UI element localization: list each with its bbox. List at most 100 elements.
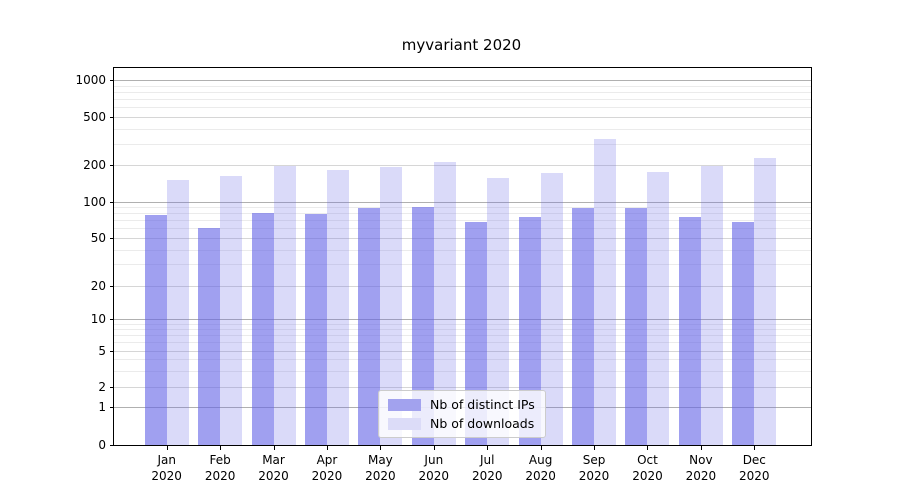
y-tick-mark [110,444,114,446]
y-tick-label: 1 [98,400,106,414]
gridline [114,117,811,118]
y-tick-mark [110,350,114,352]
x-tick-label: Jan 2020 [151,453,182,483]
x-tick-mark [273,446,275,450]
y-tick-mark [110,165,114,167]
x-tick-mark [487,446,489,450]
y-tick-mark [110,386,114,388]
x-tick-label: Jul 2020 [471,453,503,483]
x-tick-mark [433,446,435,450]
bar-distinct-ips [251,213,274,445]
major-gridline [114,80,811,81]
minor-gridline [114,228,811,230]
bar-distinct-ips [411,207,434,445]
y-tick-mark [110,117,114,118]
y-tick-label: 1000 [75,73,106,87]
gridline [114,165,811,167]
minor-gridline [114,128,811,130]
y-tick-label: 0 [98,437,106,452]
major-gridline [114,201,811,203]
bar-downloads [754,157,777,445]
bar-downloads [594,138,617,445]
gridline [114,285,811,287]
bar-downloads [380,166,403,445]
minor-gridline [114,342,811,344]
x-tick-label: Feb 2020 [204,453,236,483]
bar-downloads [540,172,563,445]
x-tick-mark [594,446,596,450]
chart-title: myvariant 2020 [401,36,522,54]
minor-gridline [114,359,811,361]
legend-item: Nb of distinct IPs [388,397,535,412]
x-tick-mark [540,446,542,450]
x-tick-label: Jun 2020 [418,453,450,483]
x-tick-mark [166,446,168,450]
x-tick-mark [754,446,756,450]
y-tick-label: 5 [98,343,106,358]
bar-distinct-ips [678,217,701,445]
y-tick-mark [110,407,114,408]
bar-distinct-ips [465,221,488,445]
bar-downloads [700,165,723,445]
x-tick-label: Sep 2020 [578,453,610,483]
gridline [114,238,811,239]
x-tick-mark [647,446,649,450]
legend: Nb of distinct IPs Nb of downloads [378,390,546,438]
minor-gridline [114,220,811,222]
x-tick-label: Oct 2020 [632,453,663,483]
bar-distinct-ips [358,208,381,445]
y-tick-label: 50 [90,231,106,245]
minor-gridline [114,85,811,87]
minor-gridline [114,143,811,145]
gridline [114,350,811,352]
minor-gridline [114,99,811,101]
y-tick-label: 500 [83,110,106,124]
x-tick-label: Nov 2020 [685,453,717,483]
bar-distinct-ips [518,216,541,445]
x-tick-label: Dec 2020 [739,453,770,483]
minor-gridline [114,213,811,215]
legend-swatch-downloads [388,417,421,430]
bar-distinct-ips [732,221,755,445]
bar-downloads [487,177,510,445]
bar-downloads [166,180,189,445]
y-tick-mark [110,80,114,81]
bar-downloads [220,176,243,445]
x-tick-mark [220,446,222,450]
major-gridline [114,319,811,321]
y-tick-mark [110,285,114,287]
legend-item-label: Nb of distinct IPs [430,397,535,412]
minor-gridline [114,370,811,372]
y-tick-label: 20 [90,278,106,293]
bar-distinct-ips [572,208,595,445]
y-tick-label: 200 [83,158,106,173]
x-tick-label: May 2020 [365,453,396,483]
gridline [114,386,811,388]
minor-gridline [114,335,811,337]
bar-downloads [273,166,296,445]
bar-distinct-ips [144,215,167,445]
minor-gridline [114,324,811,326]
x-tick-label: Mar 2020 [258,453,289,483]
y-tick-mark [110,319,114,321]
legend-swatch-distinct-ips [388,398,421,411]
x-tick-mark [380,446,382,450]
y-tick-mark [110,238,114,239]
minor-gridline [114,107,811,109]
y-tick-mark [110,201,114,203]
minor-gridline [114,91,811,93]
legend-item: Nb of downloads [388,416,535,431]
x-tick-label: Aug 2020 [525,453,556,483]
legend-item-label: Nb of downloads [430,416,535,431]
bar-distinct-ips [304,214,327,445]
bar-distinct-ips [198,227,221,445]
y-tick-label: 10 [90,312,106,327]
x-tick-mark [326,446,328,450]
y-tick-label: 2 [98,379,106,394]
bar-distinct-ips [625,207,648,445]
y-tick-label: 100 [83,194,106,209]
minor-gridline [114,207,811,209]
minor-gridline [114,329,811,331]
minor-gridline [114,264,811,266]
